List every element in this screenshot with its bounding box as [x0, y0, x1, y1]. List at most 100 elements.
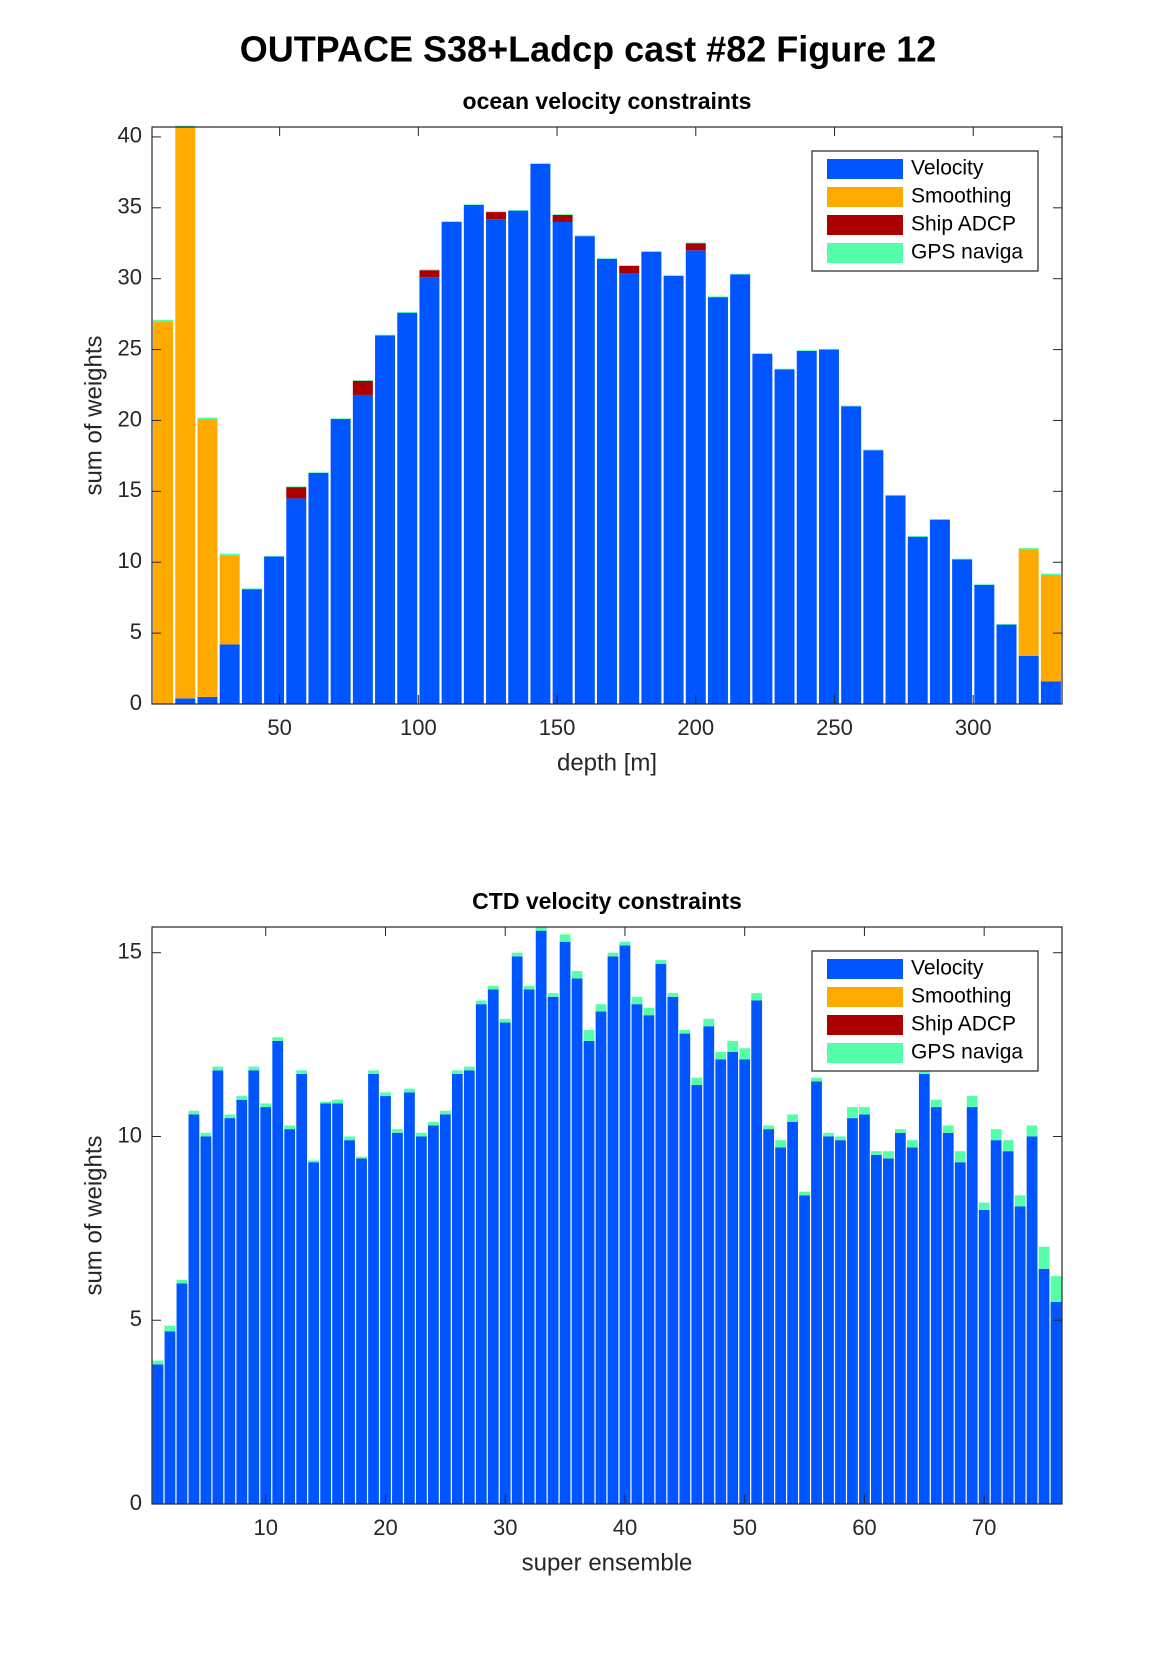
bar-segment — [574, 236, 595, 704]
bar-segment — [631, 1004, 643, 1504]
bar-segment — [552, 214, 573, 222]
bar-segment — [894, 1129, 906, 1133]
bar-segment — [356, 1158, 367, 1504]
bar-segment — [752, 353, 773, 704]
bar-segment — [330, 418, 351, 420]
bar-segment — [597, 258, 617, 704]
bar-segment — [871, 1151, 882, 1155]
bar-segment — [535, 927, 547, 931]
bar-segment — [1014, 1195, 1026, 1207]
bar-segment — [685, 250, 706, 705]
bar-segment — [751, 993, 763, 1001]
bar-segment — [730, 274, 751, 704]
bar-segment — [260, 1103, 272, 1108]
bar-segment — [547, 993, 559, 997]
bar-segment — [1014, 1206, 1026, 1504]
bar-segment — [841, 406, 862, 704]
bar-segment — [260, 1107, 272, 1504]
bar-segment — [811, 1081, 822, 1504]
bar-segment — [667, 996, 679, 1504]
bar-segment — [774, 369, 795, 704]
y-tick-label: 5 — [130, 619, 142, 644]
bar-segment — [907, 536, 928, 704]
bar-segment — [739, 1059, 751, 1504]
bar-segment — [241, 588, 262, 590]
bar-segment — [739, 1048, 751, 1060]
bar-segment — [663, 275, 684, 276]
bar-segment — [715, 1059, 727, 1504]
bar-segment — [679, 1033, 691, 1504]
chart-title: CTD velocity constraints — [472, 888, 742, 914]
bar-segment — [236, 1099, 248, 1504]
bar-segment — [607, 956, 619, 1504]
bar-segment — [894, 1132, 906, 1504]
x-tick-label: 20 — [373, 1515, 397, 1540]
bar-segment — [655, 960, 667, 964]
bar-segment — [352, 380, 373, 395]
bar-segment — [1018, 548, 1039, 550]
bar-segment — [224, 1118, 236, 1504]
bar-segment — [463, 204, 484, 205]
bar-segment — [655, 963, 667, 1504]
bar-segment — [284, 1125, 296, 1130]
bar-segment — [508, 210, 529, 704]
bar-segment — [966, 1107, 978, 1504]
bar-segment — [763, 1125, 775, 1130]
bar-segment — [583, 1029, 595, 1041]
bar-segment — [212, 1070, 224, 1504]
bar-segment — [559, 934, 571, 942]
bar-segment — [775, 1140, 787, 1148]
bar-segment — [990, 1140, 1002, 1504]
bar-segment — [787, 1121, 798, 1504]
bar-segment — [392, 1132, 403, 1504]
x-tick-label: 150 — [539, 715, 576, 740]
x-tick-label: 250 — [816, 715, 853, 740]
bar-segment — [212, 1066, 224, 1071]
legend-label: Smoothing — [911, 185, 1011, 208]
bar-segment — [416, 1136, 427, 1504]
bar-segment — [643, 1015, 655, 1504]
bar-segment — [996, 624, 1017, 704]
bar-segment — [286, 487, 307, 499]
legend-swatch — [827, 1015, 903, 1035]
bar-segment — [619, 945, 631, 1504]
y-tick-label: 20 — [118, 406, 142, 431]
bar-segment — [607, 952, 619, 957]
bar-segment — [197, 419, 218, 697]
bar-segment — [164, 1331, 176, 1504]
bar-segment — [859, 1114, 870, 1504]
bar-segment — [885, 494, 906, 496]
bar-segment — [419, 277, 440, 704]
bar-segment — [439, 1110, 451, 1115]
bar-segment — [574, 235, 595, 237]
bar-segment — [707, 296, 728, 298]
bar-segment — [487, 985, 499, 990]
bar-segment — [796, 350, 817, 704]
bar-segment — [641, 251, 662, 704]
bar-segment — [284, 1129, 296, 1504]
bar-segment — [511, 956, 523, 1504]
figure-title: OUTPACE S38+Ladcp cast #82 Figure 12 — [240, 29, 937, 70]
bar-segment — [200, 1136, 212, 1504]
bar-segment — [847, 1118, 858, 1504]
bar-segment — [595, 1004, 607, 1012]
legend-swatch — [827, 215, 903, 235]
bar-segment — [966, 1096, 978, 1108]
bar-segment — [691, 1085, 703, 1504]
bar-segment — [404, 1092, 415, 1504]
bar-segment — [1018, 655, 1039, 704]
bar-segment — [595, 1011, 607, 1504]
bar-segment — [835, 1136, 846, 1141]
bar-segment — [463, 1066, 475, 1071]
bar-segment — [930, 1099, 942, 1108]
bar-segment — [641, 251, 662, 252]
bar-segment — [751, 1000, 763, 1504]
bar-segment — [942, 1125, 954, 1133]
bar-segment — [847, 1107, 858, 1119]
chart-title: ocean velocity constraints — [463, 88, 752, 114]
bar-segment — [547, 996, 559, 1504]
bar-segment — [416, 1132, 427, 1137]
bar-segment — [296, 1070, 308, 1075]
legend-swatch — [827, 159, 903, 179]
bar-segment — [530, 163, 551, 704]
